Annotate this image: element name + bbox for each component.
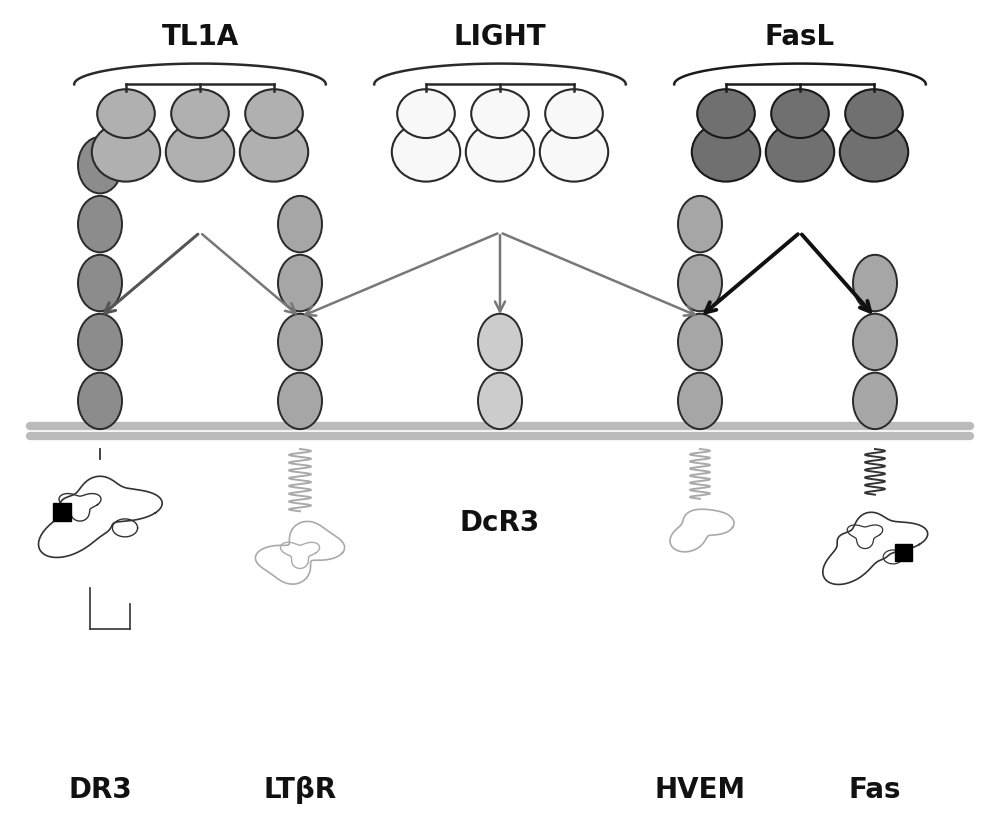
Bar — [53, 503, 71, 521]
Ellipse shape — [240, 122, 308, 182]
Ellipse shape — [466, 122, 534, 182]
Text: LTβR: LTβR — [263, 776, 337, 804]
Ellipse shape — [78, 196, 122, 252]
Ellipse shape — [97, 89, 155, 138]
Text: LIGHT: LIGHT — [454, 23, 546, 51]
Text: FasL: FasL — [765, 23, 835, 51]
Ellipse shape — [853, 373, 897, 429]
Ellipse shape — [392, 122, 460, 182]
Ellipse shape — [278, 373, 322, 429]
Ellipse shape — [678, 196, 722, 252]
Ellipse shape — [478, 314, 522, 370]
Ellipse shape — [78, 137, 122, 193]
Ellipse shape — [171, 89, 229, 138]
Ellipse shape — [692, 122, 760, 182]
Ellipse shape — [278, 255, 322, 311]
Ellipse shape — [92, 122, 160, 182]
Ellipse shape — [166, 122, 234, 182]
Ellipse shape — [471, 89, 529, 138]
Text: DcR3: DcR3 — [460, 509, 540, 537]
Text: Fas: Fas — [849, 776, 901, 804]
Ellipse shape — [678, 314, 722, 370]
Ellipse shape — [78, 255, 122, 311]
Ellipse shape — [78, 373, 122, 429]
Ellipse shape — [278, 314, 322, 370]
Ellipse shape — [766, 122, 834, 182]
Ellipse shape — [245, 89, 303, 138]
Text: DR3: DR3 — [68, 776, 132, 804]
Ellipse shape — [853, 255, 897, 311]
Bar — [895, 544, 912, 561]
Ellipse shape — [540, 122, 608, 182]
Ellipse shape — [840, 122, 908, 182]
Ellipse shape — [278, 196, 322, 252]
Ellipse shape — [853, 314, 897, 370]
Ellipse shape — [697, 89, 755, 138]
Ellipse shape — [478, 373, 522, 429]
Text: HVEM: HVEM — [654, 776, 746, 804]
Ellipse shape — [397, 89, 455, 138]
Text: TL1A: TL1A — [161, 23, 239, 51]
Ellipse shape — [771, 89, 829, 138]
Ellipse shape — [845, 89, 903, 138]
Ellipse shape — [678, 255, 722, 311]
Ellipse shape — [678, 373, 722, 429]
Ellipse shape — [78, 314, 122, 370]
Ellipse shape — [545, 89, 603, 138]
